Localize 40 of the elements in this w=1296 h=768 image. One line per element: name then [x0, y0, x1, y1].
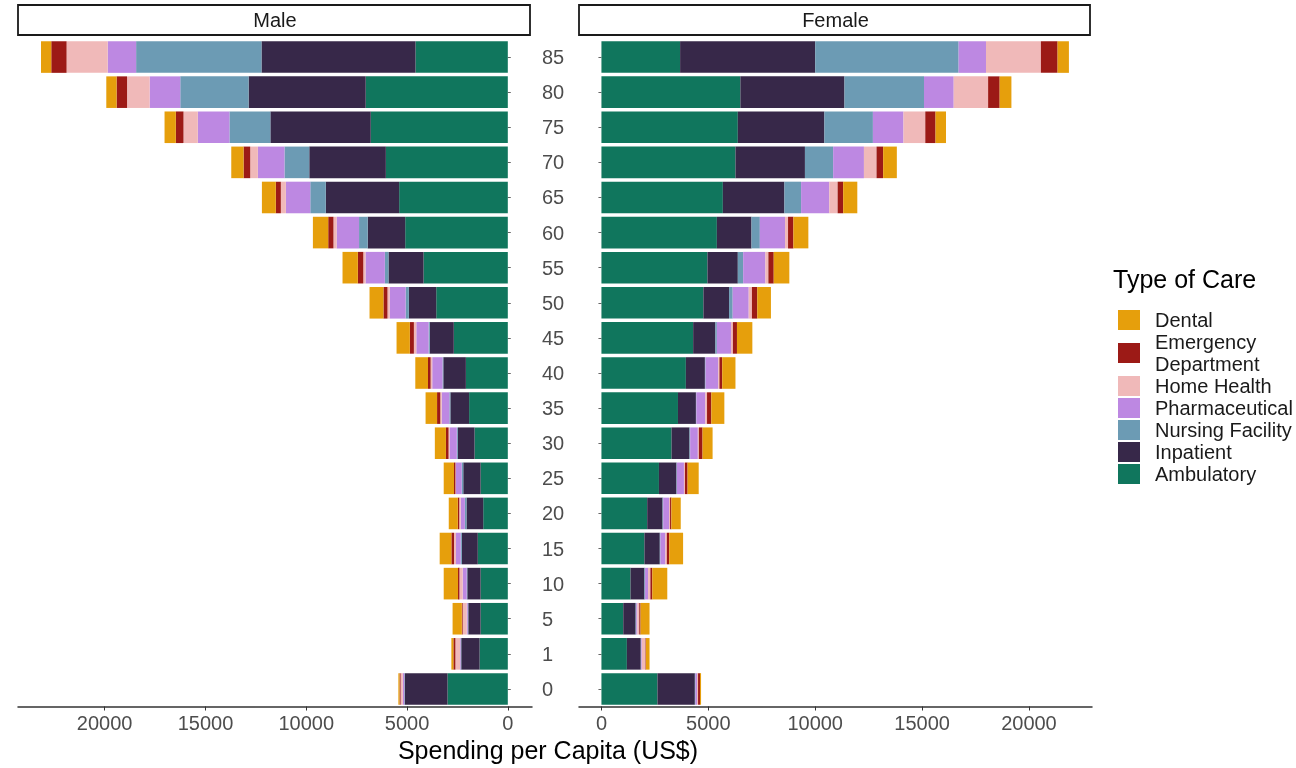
legend-label: Emergency Department — [1155, 331, 1262, 375]
legend-label: Inpatient — [1155, 441, 1233, 463]
y-tick-label: 15 — [542, 537, 565, 560]
y-tick-label: 30 — [542, 432, 565, 455]
y-tick-label: 0 — [542, 677, 554, 700]
y-tick-label: 80 — [542, 81, 565, 104]
y-tick-label: 10 — [542, 572, 565, 595]
x-tick-label: 20000 — [76, 711, 133, 734]
legend-label: Nursing Facility — [1155, 419, 1292, 441]
chart-title: Male — [253, 9, 297, 31]
y-tick-label: 35 — [542, 397, 565, 420]
y-tick-label: 85 — [542, 46, 565, 69]
x-tick-label: 0 — [595, 711, 608, 734]
x-tick-label: 20000 — [1001, 711, 1057, 734]
legend-label: Pharmaceutical — [1155, 397, 1293, 419]
x-tick-label: 15000 — [894, 711, 950, 734]
y-tick-label: 55 — [542, 256, 565, 279]
x-tick-label: 5000 — [686, 711, 731, 734]
x-tick-label: 10000 — [787, 711, 844, 734]
x-tick-label: 5000 — [384, 711, 430, 734]
y-tick-label: 75 — [542, 116, 565, 139]
y-tick-label: 65 — [542, 186, 565, 209]
x-tick-label: 0 — [502, 711, 514, 734]
x-tick-label: 10000 — [278, 711, 335, 734]
y-tick-label: 40 — [542, 362, 565, 384]
chart-title: Female — [802, 9, 869, 31]
y-tick-label: 5 — [542, 607, 554, 630]
legend-title: Type of Care — [1113, 264, 1257, 293]
y-tick-label: 1 — [542, 642, 554, 665]
y-tick-label: 70 — [542, 151, 565, 174]
legend-label: Dental — [1155, 309, 1213, 331]
y-tick-label: 20 — [542, 502, 565, 525]
legend-label: Home Health — [1155, 375, 1272, 397]
x-axis-title: Spending per Capita (US$) — [397, 736, 699, 764]
x-tick-label: 15000 — [177, 711, 234, 734]
legend-label: Ambulatory — [1155, 463, 1257, 485]
y-tick-label: 50 — [542, 291, 565, 314]
y-tick-label: 60 — [542, 221, 565, 244]
y-tick-label: 25 — [542, 467, 565, 490]
y-tick-label: 45 — [542, 326, 565, 349]
